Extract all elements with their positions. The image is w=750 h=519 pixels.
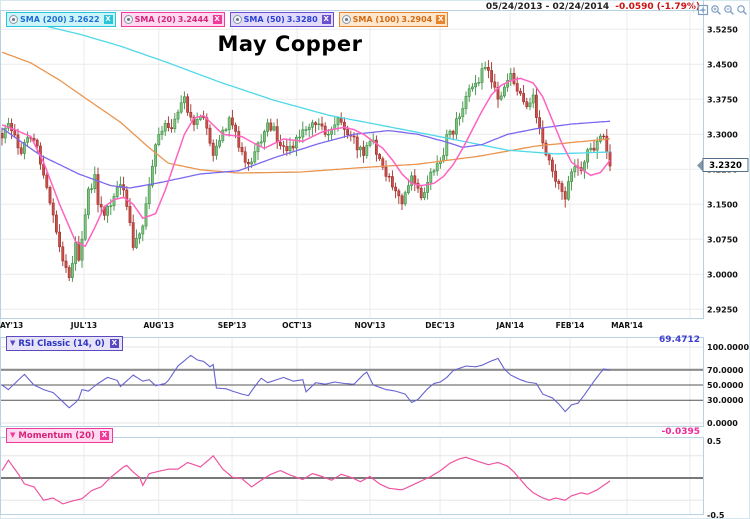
y-axis-tick: 2.9250 [707,305,738,314]
x-axis-tick: OCT'13 [282,321,312,330]
rsi-current-value: 69.4712 [659,335,700,345]
close-icon[interactable]: X [109,339,119,348]
date-range: 05/24/2013 - 02/24/2014 [485,2,610,12]
x-axis-tick: MAR'14 [611,321,643,330]
sma-legend: SMA (200) 3.2622 X SMA (20) 3.2444 X SMA… [6,12,449,27]
rsi-axis-tick: 50.0000 [707,381,744,390]
price-arrow-icon [697,159,703,172]
change-value: -0.0590 (-1.79%) [615,2,700,12]
zoom-in-icon[interactable] [710,1,722,15]
sma-label: SMA (100) [352,15,400,24]
x-axis-tick: DEC'13 [425,321,455,330]
momentum-current-value: -0.0395 [661,427,700,437]
rsi-label: RSI Classic (14, 0) [18,338,105,349]
momentum-axis-tick: 0.5 [707,437,722,446]
rsi-axis-tick: 30.0000 [707,396,744,405]
sma-100-badge[interactable]: SMA (100) 3.2904 X [338,12,449,27]
sma-lines-layer [1,23,611,248]
x-axis-tick: JUL'13 [70,321,97,330]
y-axis-tick: 3.3000 [707,130,738,139]
y-axis-tick: 3.5250 [707,25,738,34]
close-icon[interactable]: X [103,15,113,24]
momentum-label: Momentum (20) [18,430,95,441]
sma-label: SMA (200) [20,15,67,24]
x-axis-tick: FEB'14 [556,321,585,330]
sma-value: 3.2444 [177,15,209,24]
rsi-indicator-badge[interactable]: ▼ RSI Classic (14, 0) X [6,336,123,351]
rsi-axis-tick: 0.0000 [707,419,738,428]
grid-layer [1,11,703,514]
momentum-axis-tick: -0.5 [707,511,725,519]
chevron-down-icon[interactable]: ▼ [10,431,16,439]
candles-layer [1,60,612,282]
radio-icon[interactable] [232,15,242,24]
sma-20-badge[interactable]: SMA (20) 3.2444 X [120,12,225,27]
radio-icon[interactable] [123,15,133,24]
last-price-badge: 3.2320 [697,158,749,172]
sma-line [1,120,611,189]
x-axis-tick: JAN'14 [495,321,524,330]
momentum-line [1,454,611,505]
price-panel[interactable] [0,10,704,319]
sma-label: SMA (20) [134,15,176,24]
close-icon[interactable]: X [321,15,331,24]
close-icon[interactable]: X [436,15,446,24]
sma-line [37,23,611,155]
y-axis-tick: 3.4500 [707,60,738,69]
y-axis-tick: 3.1500 [707,200,738,209]
close-icon[interactable]: X [212,15,222,24]
toolbar-icons [693,1,748,16]
sma-value: 3.3280 [286,15,318,24]
y-axis-tick: 3.0000 [707,270,738,279]
rsi-line [1,354,611,413]
momentum-panel[interactable] [0,437,704,515]
rsi-line-layer [1,354,611,413]
x-axis-tick: NOV'13 [355,321,386,330]
radio-icon[interactable] [9,15,18,24]
x-axis-tick: AUG'13 [144,321,175,330]
momentum-indicator-badge[interactable]: ▼ Momentum (20) X [6,428,113,443]
y-axis-tick: 3.0750 [707,235,738,244]
x-axis-tick: AY'13 [0,321,23,330]
momentum-line-layer [1,454,611,505]
chart-title: May Copper [217,32,363,56]
sma-value: 3.2622 [68,15,100,24]
x-axis-tick: SEP'13 [218,321,247,330]
rsi-axis-tick: 70.0000 [707,366,744,375]
y-axis-tick: 3.3750 [707,95,738,104]
maximize-icon[interactable] [697,1,709,16]
sma-50-badge[interactable]: SMA (50) 3.3280 X [229,12,334,27]
radio-icon[interactable] [341,15,351,24]
sma-line [1,77,611,248]
last-price-label: 3.2320 [709,161,742,171]
sma-value: 3.2904 [401,15,433,24]
chevron-down-icon[interactable]: ▼ [10,339,16,347]
zoom-out-icon[interactable] [723,1,735,15]
close-icon[interactable]: X [99,431,109,440]
topbar: 05/24/2013 - 02/24/2014 -0.0590 (-1.79%) [486,2,700,12]
zoom-reset-icon[interactable] [736,1,748,15]
sma-200-badge[interactable]: SMA (200) 3.2622 X [6,12,116,27]
sma-label: SMA (50) [243,15,285,24]
rsi-axis-tick: 100.0000 [707,343,749,352]
